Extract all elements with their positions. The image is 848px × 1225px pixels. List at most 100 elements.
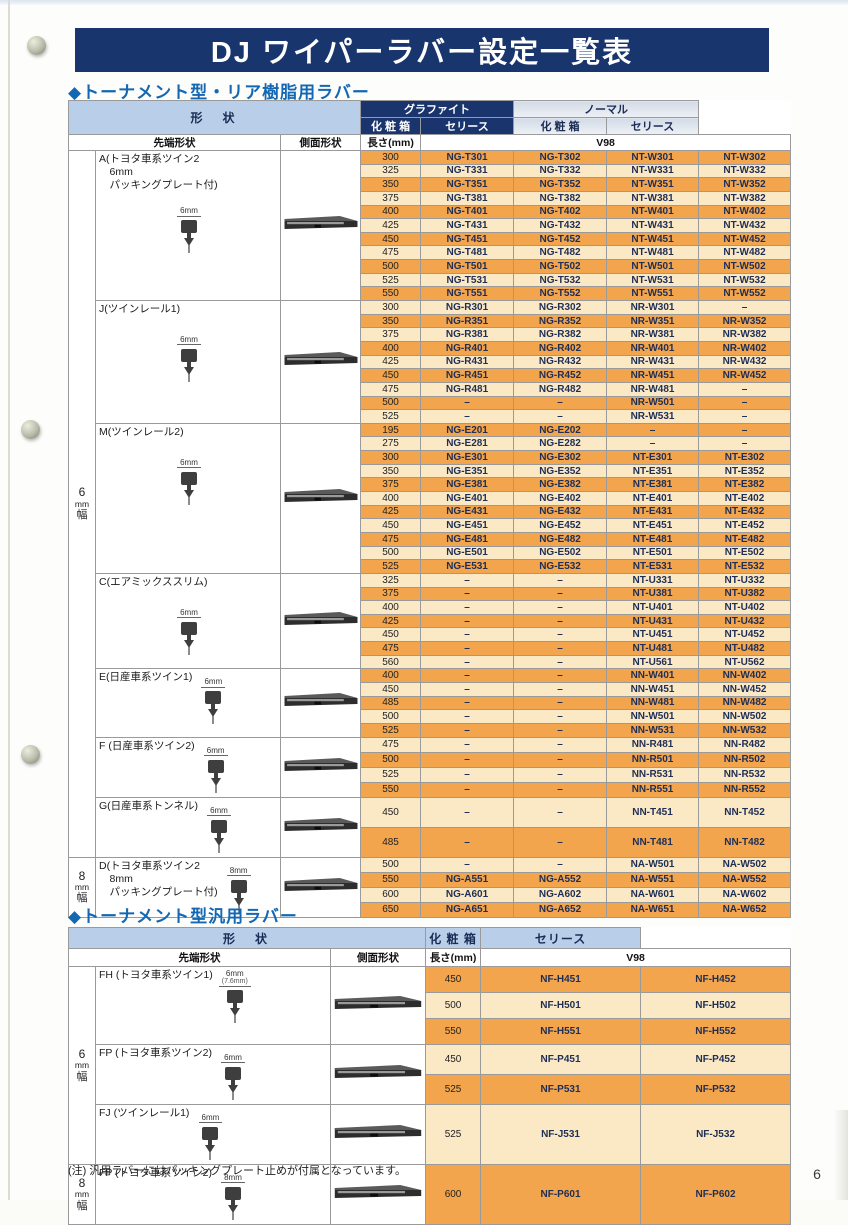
part-code-cell: NF-J532 (640, 1104, 792, 1165)
part-code-cell: – (420, 654, 515, 670)
part-code-cell: NT-W532 (698, 272, 792, 288)
part-code-cell: NA-W552 (698, 871, 792, 888)
table-row: 350 NG-R351 NG-R352 NR-W351 NR-W352 (69, 313, 792, 329)
part-code-cell: NN-T451 (606, 796, 700, 828)
part-code-cell: NT-W382 (698, 190, 792, 206)
part-code-cell: – (420, 781, 515, 798)
part-code-cell: NT-U402 (698, 600, 792, 615)
part-code-cell: NG-E481 (420, 531, 515, 547)
length-cell: 400 (360, 340, 422, 356)
part-code-cell: NR-W432 (698, 354, 792, 370)
side-view-blade-image (284, 216, 357, 230)
part-code-cell: NA-W601 (606, 886, 700, 903)
binder-hole-icon (21, 420, 40, 439)
part-code-cell: NG-T331 (420, 163, 515, 179)
table-row: 650 NG-A651 NG-A652 NA-W651 NA-W652 (69, 901, 792, 918)
part-code-cell: NR-W301 (606, 300, 700, 315)
part-code-cell: NG-A552 (513, 871, 608, 888)
part-code-cell: NT-U482 (698, 641, 792, 656)
part-code-cell: – (420, 627, 515, 643)
header-series: セリース (480, 927, 642, 949)
part-code-cell: NN-T482 (698, 826, 792, 858)
footnote: (注) 汎用ラバーにはパッキングプレート止めが付属となっています。 (68, 1165, 406, 1177)
part-code-cell: NG-E482 (513, 531, 608, 547)
part-code-cell: NR-W351 (606, 313, 700, 329)
part-code-cell: – (420, 826, 515, 858)
table-row: J(ツインレール1) 6mm 300 NG-R301 NG-R302 NR-W301– (69, 300, 792, 424)
part-code-cell: NT-E382 (698, 477, 792, 493)
part-code-cell: NG-E531 (420, 559, 515, 574)
part-code-cell: NT-U332 (698, 572, 792, 588)
table-row: 6 mm 幅 A(トヨタ車系ツイン2 6mm パッキングプレート付) 6mm 300 NG-… (68, 149, 792, 858)
side-shape-cell (329, 966, 427, 1045)
group-name: M(ツインレール2) (99, 425, 184, 438)
header-box: 化 粧 箱 (425, 927, 482, 949)
part-code-cell: NT-W451 (606, 231, 700, 247)
length-cell: 475 (360, 381, 422, 397)
part-code-cell: – (513, 781, 608, 798)
length-cell: 195 (360, 422, 422, 438)
part-code-cell: – (420, 736, 515, 753)
part-code-cell: – (420, 856, 515, 873)
side-view-blade-image (284, 817, 357, 831)
part-code-cell: NG-R451 (420, 368, 515, 383)
length-cell: 450 (360, 681, 422, 697)
tip-width-label: 6mm (7.6mm) (218, 969, 251, 988)
header-model-v98: V98 (480, 948, 792, 967)
length-cell: 450 (360, 796, 422, 828)
length-cell: 450 (360, 518, 422, 533)
table-row: 500– – NN-W501 NN-W502 (69, 709, 792, 724)
part-code-cell: NF-H451 (480, 966, 642, 993)
part-code-cell: NF-P451 (480, 1044, 642, 1075)
part-code-cell: NN-W452 (698, 681, 792, 697)
part-code-cell: NR-W352 (698, 313, 792, 329)
part-code-cell: NT-U562 (698, 654, 792, 670)
table-row: 350 NG-E351 NG-E352 NT-E351 NT-E352 (69, 463, 792, 479)
part-code-cell: NF-P602 (640, 1164, 792, 1225)
header-side-shape: 側面形状 (279, 134, 362, 151)
part-code-cell: NT-E302 (698, 450, 792, 465)
part-code-cell: NF-H551 (480, 1018, 642, 1045)
tip-shape-diagram: 8mm (224, 860, 254, 915)
tip-shape-diagram: 6mm (157, 602, 221, 657)
part-code-cell: NN-W402 (698, 668, 792, 683)
part-code-cell: NA-W651 (606, 901, 700, 918)
table-row: 425– – NT-U431 NT-U432 (69, 613, 792, 629)
group-name: FP (トヨタ車系ツイン2) (99, 1047, 212, 1059)
part-code-cell: NG-T382 (513, 190, 608, 206)
table-row: G(日産車系トンネル) 6mm 450– – NN-T451 NN-T452 (69, 796, 792, 858)
part-code-cell: – (513, 600, 608, 615)
tip-width-label: 6mm (177, 206, 201, 217)
part-code-cell: NG-R352 (513, 313, 608, 329)
part-code-cell: NT-W531 (606, 272, 700, 288)
table-row: 500 NG-E501 NG-E502 NT-E501 NT-E502 (69, 545, 792, 561)
part-code-cell: NA-W502 (698, 856, 792, 873)
part-code-cell: NG-R432 (513, 354, 608, 370)
part-code-cell: NG-E501 (420, 545, 515, 561)
tip-cross-section-icon (181, 621, 197, 655)
table-row: 500 NF-H501 NF-H502 (69, 992, 792, 1019)
part-code-cell: NT-E501 (606, 545, 700, 561)
part-code-cell: NT-E482 (698, 531, 792, 547)
tip-cross-section-icon (207, 759, 224, 793)
tip-shape-diagram: 6mm (157, 200, 221, 255)
part-code-cell: NG-R481 (420, 381, 515, 397)
header-normal-box: 化 粧 箱 (513, 117, 608, 135)
part-code-cell: NT-E532 (698, 559, 792, 574)
part-code-cell: NN-R501 (606, 751, 700, 768)
part-code-cell: – (420, 572, 515, 588)
part-code-cell: NT-W302 (698, 150, 792, 165)
length-cell: 500 (360, 709, 422, 724)
tip-shape-cell: FJ (ツインレール1) 6mm (95, 1104, 331, 1165)
tip-width-sub-label: (7.6mm) (221, 978, 248, 986)
tip-shape-diagram: 6mm (218, 1047, 248, 1102)
table-row: 500 NG-T501 NG-T502 NT-W501 NT-W502 (69, 259, 792, 274)
part-code-cell: – (420, 668, 515, 683)
tip-shape-cell: A(トヨタ車系ツイン2 6mm パッキングプレート付) 6mm (95, 149, 281, 302)
side-view-blade-image (284, 757, 357, 771)
length-cell: 600 (425, 1164, 482, 1225)
table-row: 525– – NR-W531– (69, 409, 792, 424)
side-view-blade-image (334, 1125, 422, 1138)
part-code-cell: – (698, 409, 792, 424)
